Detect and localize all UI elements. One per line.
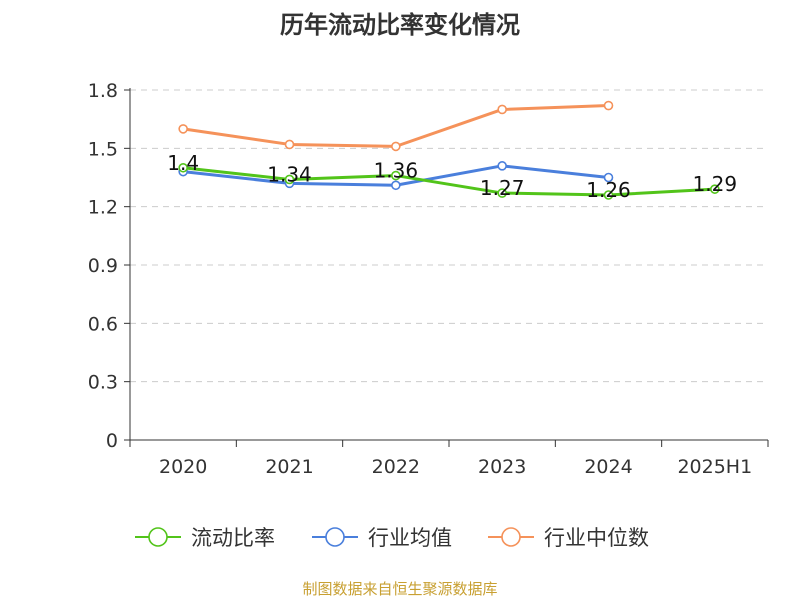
data-label: 1.27 <box>480 176 525 200</box>
data-label: 1.36 <box>374 159 419 183</box>
data-point <box>603 100 614 111</box>
y-tick-label: 1.8 <box>88 80 118 102</box>
x-tick-label: 2021 <box>265 456 313 478</box>
legend-marker <box>501 527 521 547</box>
data-point <box>178 162 188 173</box>
data-label: 1.4 <box>167 151 199 175</box>
x-tick-label: 2022 <box>372 456 420 478</box>
legend-label: 行业均值 <box>368 526 452 550</box>
y-tick-label: 0 <box>106 430 118 452</box>
x-tick-label: 2024 <box>584 456 632 478</box>
data-point <box>178 124 188 134</box>
data-point <box>284 174 295 185</box>
series-line <box>183 166 715 197</box>
x-tick-label: 2023 <box>478 456 526 478</box>
series-line <box>182 104 609 148</box>
y-tick-label: 0.3 <box>88 372 118 394</box>
legend-marker <box>148 527 168 547</box>
y-tick-label: 0.6 <box>88 313 118 335</box>
y-tick-label: 1.5 <box>88 138 118 160</box>
data-point <box>603 190 614 200</box>
source-note: 制图数据来自恒生聚源数据库 <box>302 580 498 598</box>
legend-label: 流动比率 <box>191 526 275 550</box>
data-point <box>497 161 507 171</box>
legend-marker <box>325 527 345 547</box>
y-tick-label: 0.9 <box>88 255 118 277</box>
data-point <box>497 104 507 115</box>
chart-title: 历年流动比率变化情况 <box>280 11 520 39</box>
x-tick-label: 2020 <box>159 456 207 478</box>
data-point <box>391 180 401 191</box>
legend-label: 行业中位数 <box>544 526 649 550</box>
data-point <box>391 141 401 152</box>
x-tick-label: 2025H1 <box>677 456 752 478</box>
data-point <box>710 184 720 194</box>
y-tick-label: 1.2 <box>88 197 118 219</box>
data-point <box>603 172 614 183</box>
data-label: 1.34 <box>267 162 312 186</box>
data-point <box>391 170 401 181</box>
data-point <box>284 139 295 150</box>
data-point <box>497 188 507 198</box>
data-label: 1.29 <box>693 172 738 196</box>
data-label: 1.26 <box>586 178 631 202</box>
